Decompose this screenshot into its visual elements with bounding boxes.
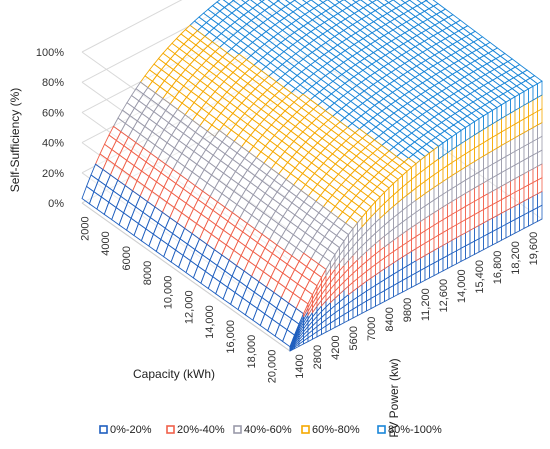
capacity-tick-label: 8000 — [142, 261, 154, 285]
capacity-axis-ticks: 2000 4000 6000 8000 10,000 12,000 14,000 16,000… — [79, 216, 278, 383]
legend-swatch — [166, 425, 175, 434]
pv-tick-label: 1400 — [294, 354, 306, 378]
legend-swatch — [233, 425, 242, 434]
capacity-tick-label: 12,000 — [183, 290, 195, 324]
surface-front-cell — [523, 88, 529, 106]
surface-front-cell — [514, 93, 520, 112]
capacity-tick-label: 6000 — [121, 246, 133, 270]
legend-swatch — [99, 425, 108, 434]
pv-tick-label: 16,800 — [492, 251, 504, 285]
capacity-tick-label: 10,000 — [163, 276, 175, 310]
pv-tick-label: 4200 — [330, 335, 342, 359]
surface-front-cell — [465, 123, 471, 142]
z-tick-label: 60% — [42, 107, 64, 119]
surface-front-cell — [537, 80, 543, 99]
legend-swatch — [301, 425, 310, 434]
capacity-tick-label: 2000 — [79, 216, 91, 240]
surface-front-cell — [469, 120, 475, 139]
pv-tick-label: 8400 — [384, 307, 396, 331]
legend-swatch — [377, 425, 386, 434]
surface-front-cell — [528, 85, 534, 104]
capacity-tick-label: 14,000 — [204, 305, 216, 339]
z-tick-label: 20% — [42, 168, 64, 180]
z-tick-label: 40% — [42, 138, 64, 150]
surface-front-cell — [505, 98, 511, 117]
surface-front-cell — [451, 132, 457, 151]
legend-label: 40%-60% — [244, 424, 292, 436]
surface-front-cell — [492, 106, 498, 125]
surface-front-cell — [447, 135, 453, 154]
surface-front-cell — [438, 142, 444, 160]
surface-front-cell — [483, 112, 489, 131]
z-tick-label: 0% — [48, 198, 64, 210]
pv-tick-label: 15,400 — [474, 260, 486, 294]
capacity-tick-label: 4000 — [100, 231, 112, 255]
surface-plot — [81, 0, 543, 352]
surface-front-cell — [501, 101, 507, 120]
capacity-tick-label: 16,000 — [225, 320, 237, 354]
z-axis-ticks: 0% 20% 40% 60% 80% 100% — [36, 47, 64, 210]
pv-tick-label: 11,200 — [420, 288, 432, 321]
surface-front-cell — [496, 104, 502, 122]
surface-front-cell — [519, 90, 525, 109]
pv-tick-label: 7000 — [366, 317, 378, 341]
pv-tick-label: 19,600 — [528, 232, 540, 266]
pv-tick-label: 12,600 — [438, 279, 450, 313]
surface-front-cell — [487, 109, 493, 128]
surface-front-cell — [532, 83, 538, 101]
capacity-tick-label: 18,000 — [246, 335, 258, 369]
pv-axis-ticks: 1400 2800 4200 5600 7000 8400 9800 11,200 12,600… — [294, 232, 540, 379]
surface-front-cell — [478, 115, 484, 133]
pv-tick-label: 14,000 — [456, 269, 468, 303]
y-axis-title: PV Power (kw) — [387, 358, 401, 437]
capacity-tick-label: 20,000 — [267, 350, 279, 384]
legend: 0%-20% 20%-40% 40%-60% 60%-80% 80%-100% — [99, 424, 442, 436]
legend-label: 60%-80% — [312, 424, 360, 436]
pv-tick-label: 5600 — [348, 326, 360, 350]
surface-front-cell — [510, 96, 516, 114]
surface-front-cell — [442, 139, 448, 157]
z-axis-title: Self-Sufficiency (%) — [8, 88, 22, 192]
legend-label: 80%-100% — [388, 424, 442, 436]
legend-label: 0%-20% — [110, 424, 152, 436]
surface-front-cell — [460, 126, 466, 145]
legend-label: 20%-40% — [177, 424, 225, 436]
surface-front-cell — [474, 118, 480, 136]
x-axis-title: Capacity (kWh) — [133, 367, 215, 381]
grid-line-back — [81, 0, 183, 53]
surface-front-cell — [456, 129, 462, 148]
pv-tick-label: 9800 — [402, 298, 414, 322]
pv-tick-label: 18,200 — [510, 241, 522, 275]
z-tick-label: 100% — [36, 47, 64, 59]
pv-tick-label: 2800 — [312, 345, 324, 369]
z-tick-label: 80% — [42, 77, 64, 89]
surface-front-cell — [433, 145, 439, 163]
